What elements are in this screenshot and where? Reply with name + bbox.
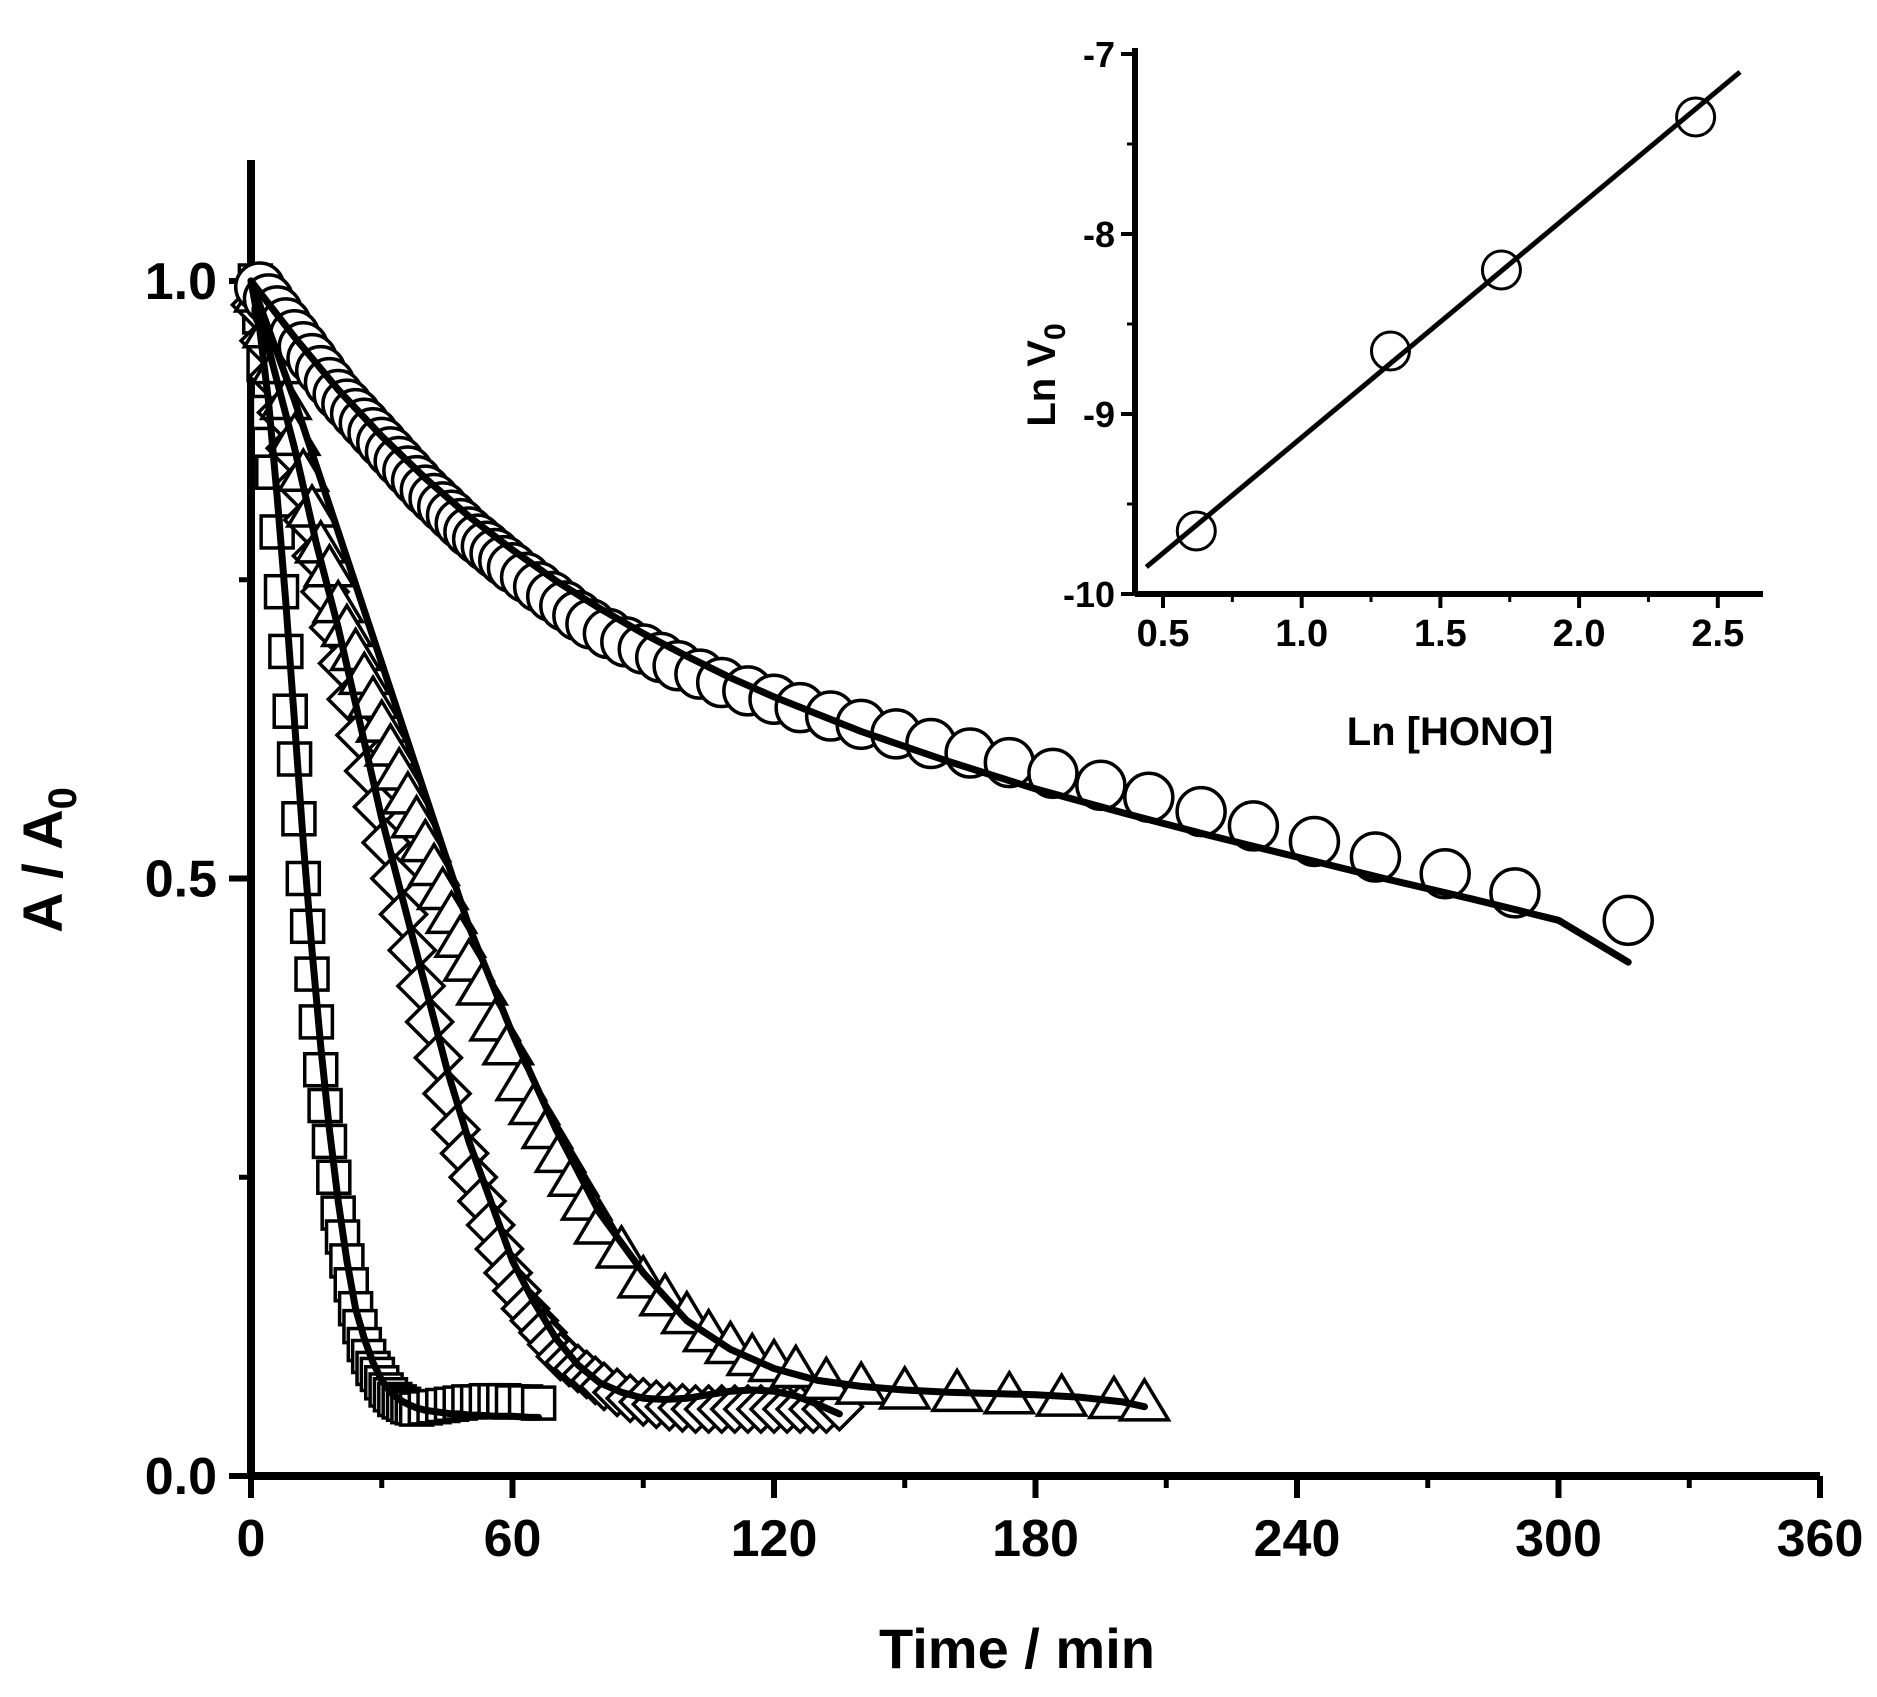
circle-marker bbox=[1027, 747, 1079, 800]
inset-markers bbox=[1175, 96, 1717, 552]
main-x-tick-label: 120 bbox=[731, 1510, 818, 1568]
main-x-tick-label: 180 bbox=[992, 1510, 1079, 1568]
main-tick-labels: 0 60 120 180 240 300 360 0.0 0.5 1.0 bbox=[145, 253, 1864, 1568]
inset-x-tick-label: 2.5 bbox=[1691, 613, 1744, 655]
series-diamonds bbox=[229, 279, 865, 1435]
main-y-tick-label: 0.5 bbox=[145, 851, 217, 909]
main-x-axis-title: Time / min bbox=[879, 1617, 1155, 1680]
main-x-tick-label: 300 bbox=[1515, 1510, 1602, 1568]
inset-x-tick-label: 1.5 bbox=[1414, 613, 1467, 655]
main-x-tick-label: 360 bbox=[1777, 1510, 1864, 1568]
main-x-tick-label: 60 bbox=[484, 1510, 542, 1568]
inset-circle-marker bbox=[1675, 96, 1717, 138]
circle-marker bbox=[1288, 815, 1341, 868]
fit-diamonds-curve bbox=[247, 277, 843, 1418]
main-y-tick-label: 1.0 bbox=[145, 253, 217, 311]
main-y-tick-label: 0.0 bbox=[145, 1448, 217, 1506]
inset-circle-marker bbox=[1175, 510, 1217, 552]
inset-y-tick-label: -8 bbox=[1083, 214, 1115, 255]
circle-marker bbox=[1349, 831, 1402, 883]
inset-x-tick-label: 0.5 bbox=[1137, 613, 1190, 655]
inset-fit bbox=[1144, 70, 1742, 569]
inset-ticks bbox=[1121, 52, 1720, 608]
inset-y-axis-title-sub: 0 bbox=[1039, 323, 1072, 340]
triangle-marker bbox=[1117, 1376, 1172, 1422]
inset-fit-line bbox=[1144, 70, 1742, 569]
main-ticks bbox=[229, 278, 1823, 1498]
circle-marker bbox=[1419, 847, 1471, 900]
inset-plot: 0.5 1.0 1.5 2.0 2.5 -10 -9 -8 -7 Ln [HONO] Ln V0 bbox=[1020, 34, 1763, 754]
square-marker bbox=[520, 1385, 557, 1421]
circle-marker bbox=[1602, 894, 1654, 947]
inset-circle-marker bbox=[1369, 330, 1411, 372]
inset-y-tick-label: -7 bbox=[1083, 34, 1115, 75]
main-y-axis-title-sub: 0 bbox=[41, 787, 85, 809]
inset-x-tick-label: 1.0 bbox=[1275, 613, 1328, 655]
inset-x-tick-label: 2.0 bbox=[1553, 613, 1606, 655]
inset-y-tick-label: -9 bbox=[1083, 394, 1115, 435]
main-x-tick-label: 240 bbox=[1254, 1510, 1341, 1568]
main-y-axis-title-main: A / A bbox=[11, 809, 74, 932]
main-y-axis-title: A / A0 bbox=[11, 787, 85, 933]
fit-triangles-curve bbox=[247, 277, 1148, 1411]
inset-y-axis-title-main: Ln V bbox=[1020, 340, 1064, 427]
inset-y-axis-title: Ln V0 bbox=[1020, 323, 1072, 426]
main-fits bbox=[247, 277, 1632, 1421]
fit-squares-curve bbox=[247, 277, 543, 1421]
main-plot: 0 60 120 180 240 300 360 0.0 0.5 1.0 Time / min A… bbox=[11, 160, 1863, 1680]
circle-marker bbox=[1227, 800, 1280, 852]
inset-circle-marker bbox=[1480, 249, 1522, 291]
main-x-tick-label: 0 bbox=[237, 1510, 266, 1568]
inset-x-axis-title: Ln [HONO] bbox=[1347, 710, 1554, 754]
fit-circles-curve bbox=[247, 277, 1632, 966]
inset-y-tick-label: -10 bbox=[1063, 574, 1115, 615]
inset-tick-labels: 0.5 1.0 1.5 2.0 2.5 -10 -9 -8 -7 bbox=[1063, 34, 1744, 655]
